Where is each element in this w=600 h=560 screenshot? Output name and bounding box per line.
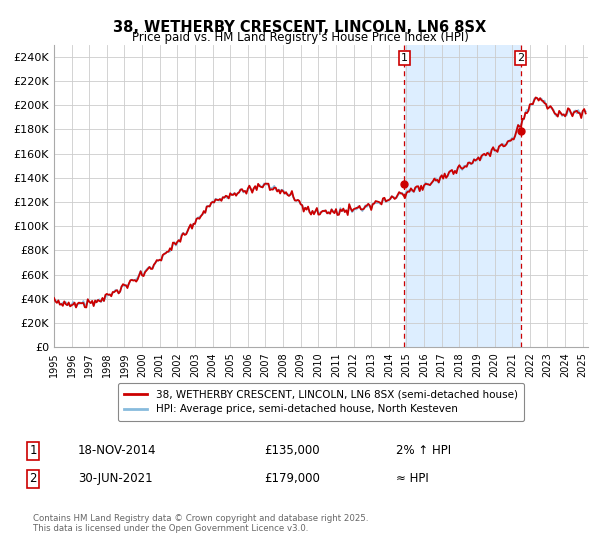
Text: £179,000: £179,000 <box>264 472 320 486</box>
Text: £135,000: £135,000 <box>264 444 320 458</box>
Text: 2: 2 <box>517 53 524 63</box>
Text: 1: 1 <box>401 53 408 63</box>
Text: Price paid vs. HM Land Registry's House Price Index (HPI): Price paid vs. HM Land Registry's House … <box>131 31 469 44</box>
Text: ≈ HPI: ≈ HPI <box>396 472 429 486</box>
Text: 30-JUN-2021: 30-JUN-2021 <box>78 472 152 486</box>
Legend: 38, WETHERBY CRESCENT, LINCOLN, LN6 8SX (semi-detached house), HPI: Average pric: 38, WETHERBY CRESCENT, LINCOLN, LN6 8SX … <box>118 383 524 421</box>
Text: 2% ↑ HPI: 2% ↑ HPI <box>396 444 451 458</box>
Text: 38, WETHERBY CRESCENT, LINCOLN, LN6 8SX: 38, WETHERBY CRESCENT, LINCOLN, LN6 8SX <box>113 20 487 35</box>
Text: 2: 2 <box>29 472 37 486</box>
Text: 18-NOV-2014: 18-NOV-2014 <box>78 444 157 458</box>
Text: Contains HM Land Registry data © Crown copyright and database right 2025.
This d: Contains HM Land Registry data © Crown c… <box>33 514 368 533</box>
Text: 1: 1 <box>29 444 37 458</box>
